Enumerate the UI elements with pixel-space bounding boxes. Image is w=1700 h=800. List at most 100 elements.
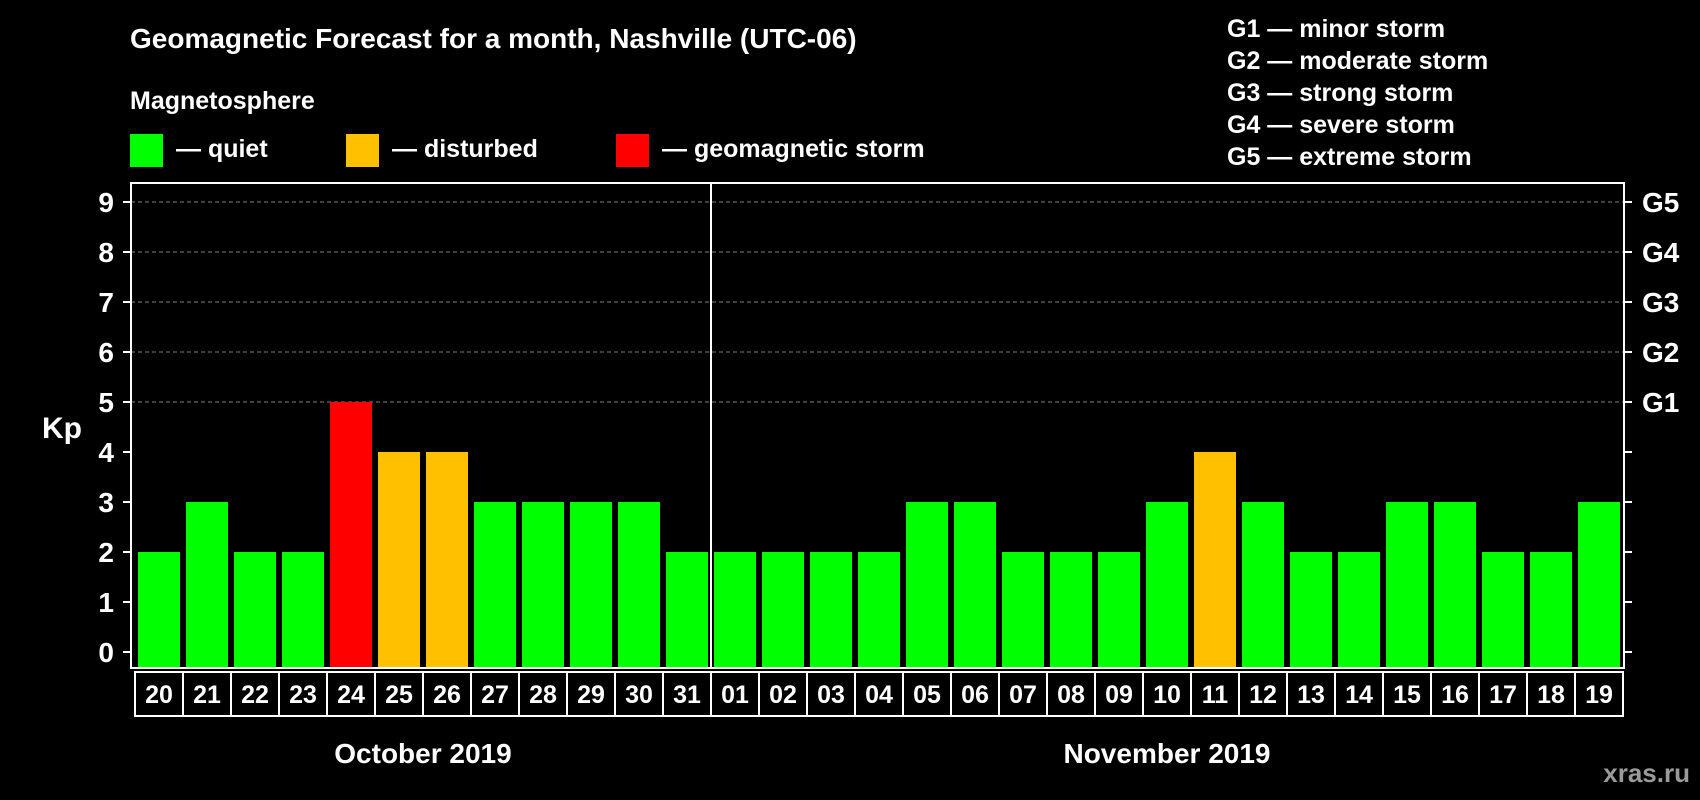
x-tick-label: 04 [865, 681, 893, 709]
right-tick-label: G5 [1642, 187, 1679, 218]
bar-16 [1434, 502, 1476, 668]
x-tick-labels: 20 21 22 23 24 25 26 27 28 29 30 31 01 02 03 04 05 06 07 08… [134, 671, 1624, 717]
bar-28 [522, 502, 564, 668]
x-tick-label: 18 [1537, 681, 1565, 709]
x-tick-label: 17 [1489, 681, 1517, 709]
x-tick-label: 19 [1585, 681, 1613, 709]
watermark: xras.ru [1603, 758, 1690, 788]
storm-scale-g3: G3 — strong storm [1227, 79, 1453, 107]
bar-11 [1194, 452, 1236, 668]
x-tick-label: 09 [1105, 681, 1133, 709]
x-tick-label: 03 [817, 681, 845, 709]
x-tick-label: 10 [1153, 681, 1181, 709]
storm-scale-g2: G2 — moderate storm [1227, 47, 1488, 75]
plot-frame [130, 182, 1625, 669]
right-tick-label: G4 [1642, 237, 1680, 268]
bar-04 [858, 552, 900, 668]
right-tick-label: G3 [1642, 287, 1679, 318]
legend-swatch-storm [616, 134, 649, 167]
bar-18 [1530, 552, 1572, 668]
bar-31 [666, 552, 708, 668]
x-tick-label: 02 [769, 681, 797, 709]
x-tick-label: 16 [1441, 681, 1469, 709]
y-tick-label: 9 [98, 187, 114, 218]
x-tick-label: 06 [961, 681, 989, 709]
month-label-1: November 2019 [1063, 738, 1270, 769]
y-tick-label: 8 [98, 237, 114, 268]
x-tick-label: 07 [1009, 681, 1037, 709]
bar-15 [1386, 502, 1428, 668]
x-tick-label: 05 [913, 681, 941, 709]
x-tick-label: 15 [1393, 681, 1421, 709]
x-tick-label: 14 [1345, 681, 1373, 709]
bar-17 [1482, 552, 1524, 668]
plot-border [130, 182, 1625, 669]
x-tick-box [1574, 671, 1624, 717]
x-tick-label: 25 [385, 681, 413, 709]
bar-08 [1050, 552, 1092, 668]
bar-29 [570, 502, 612, 668]
month-labels: October 2019 November 2019 [334, 738, 1270, 769]
x-tick-label: 31 [673, 681, 701, 709]
bar-30 [618, 502, 660, 668]
x-tick-label: 23 [289, 681, 317, 709]
storm-scale-g1: G1 — minor storm [1227, 15, 1445, 43]
x-tick-label: 01 [721, 681, 749, 709]
x-tick-label: 11 [1202, 681, 1229, 709]
bar-27 [474, 502, 516, 668]
bar-09 [1098, 552, 1140, 668]
x-tick-label: 24 [337, 681, 365, 709]
bar-14 [1338, 552, 1380, 668]
y-ticks: 0 1 2 3 4 5 6 7 8 9 [98, 187, 131, 668]
x-tick-label: 27 [481, 681, 509, 709]
bar-05 [906, 502, 948, 668]
x-tick-label: 26 [433, 681, 461, 709]
bar-06 [954, 502, 996, 668]
legend-swatch-quiet [130, 134, 163, 167]
x-tick-label: 22 [241, 681, 269, 709]
y-tick-label: 6 [98, 337, 114, 368]
bar-23 [282, 552, 324, 668]
bar-03 [810, 552, 852, 668]
y-tick-label: 7 [98, 287, 114, 318]
y-tick-label: 5 [98, 387, 114, 418]
bar-21 [186, 502, 228, 668]
x-tick-label: 12 [1249, 681, 1277, 709]
legend-heading: Magnetosphere [130, 87, 315, 115]
bar-02 [762, 552, 804, 668]
bar-20 [138, 552, 180, 668]
x-tick-label: 13 [1297, 681, 1325, 709]
x-tick-label: 20 [145, 681, 173, 709]
bar-13 [1290, 552, 1332, 668]
bar-07 [1002, 552, 1044, 668]
storm-scale-g4: G4 — severe storm [1227, 111, 1455, 139]
bar-01 [714, 552, 756, 668]
month-label-0: October 2019 [334, 738, 511, 769]
bar-12 [1242, 502, 1284, 668]
chart-title: Geomagnetic Forecast for a month, Nashvi… [130, 23, 857, 54]
right-ticks: G1 G2 G3 G4 G5 [1624, 187, 1680, 653]
x-tick-label: 21 [193, 681, 221, 709]
storm-scale-g5: G5 — extreme storm [1227, 143, 1472, 171]
y-tick-label: 1 [98, 587, 114, 618]
legend-label-disturbed: — disturbed [392, 135, 538, 163]
bars [138, 402, 1620, 668]
grid-lines [131, 201, 1624, 403]
x-tick-label: 08 [1057, 681, 1085, 709]
right-tick-label: G1 [1642, 387, 1679, 418]
legend-swatch-disturbed [346, 134, 379, 167]
bar-22 [234, 552, 276, 668]
right-tick-label: G2 [1642, 337, 1679, 368]
x-tick-label: 28 [529, 681, 557, 709]
y-tick-label: 0 [98, 637, 114, 668]
bar-24 [330, 402, 372, 668]
legend-label-storm: — geomagnetic storm [662, 135, 925, 163]
x-tick-label: 30 [625, 681, 653, 709]
y-axis-label: Kp [42, 412, 82, 445]
y-tick-label: 4 [98, 437, 114, 468]
bar-26 [426, 452, 468, 668]
bar-10 [1146, 502, 1188, 668]
bar-19 [1578, 502, 1620, 668]
legend-label-quiet: — quiet [176, 135, 268, 163]
